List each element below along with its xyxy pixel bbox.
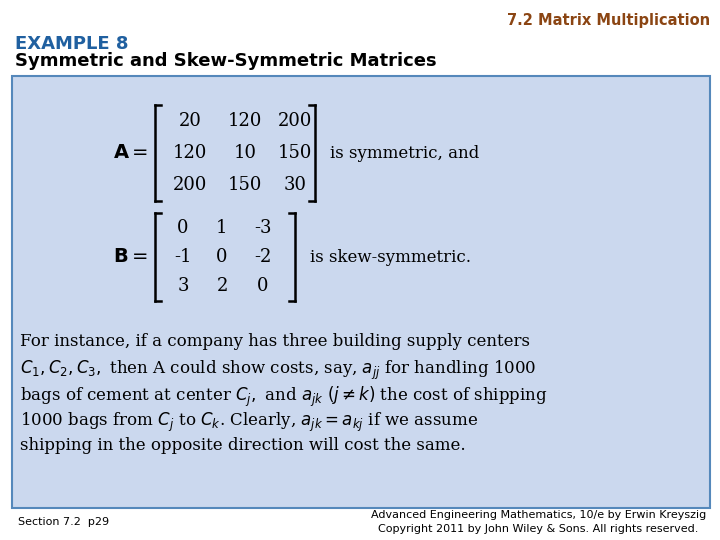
Text: 7.2 Matrix Multiplication: 7.2 Matrix Multiplication — [507, 13, 710, 28]
Text: Symmetric and Skew-Symmetric Matrices: Symmetric and Skew-Symmetric Matrices — [15, 52, 436, 70]
Text: 1: 1 — [216, 219, 228, 237]
Text: 120: 120 — [228, 112, 262, 130]
Text: 2: 2 — [216, 277, 228, 295]
Text: 200: 200 — [173, 176, 207, 194]
Text: -2: -2 — [254, 248, 271, 266]
Text: shipping in the opposite direction will cost the same.: shipping in the opposite direction will … — [20, 437, 466, 454]
Text: 0: 0 — [216, 248, 228, 266]
Text: 0: 0 — [257, 277, 269, 295]
Text: 150: 150 — [228, 176, 262, 194]
Text: -1: -1 — [174, 248, 192, 266]
Text: 0: 0 — [177, 219, 189, 237]
Text: 120: 120 — [173, 144, 207, 162]
Text: 30: 30 — [284, 176, 307, 194]
Text: 10: 10 — [233, 144, 256, 162]
Text: 3: 3 — [177, 277, 189, 295]
Text: For instance, if a company has three building supply centers: For instance, if a company has three bui… — [20, 333, 530, 350]
Text: -3: -3 — [254, 219, 271, 237]
Text: $C_1, C_2, C_3,$ then A could show costs, say, $a_{jj}$ for handling 1000: $C_1, C_2, C_3,$ then A could show costs… — [20, 359, 536, 382]
Text: 150: 150 — [278, 144, 312, 162]
Text: is skew-symmetric.: is skew-symmetric. — [310, 248, 471, 266]
Text: Advanced Engineering Mathematics, 10/e by Erwin Kreyszig
Copyright 2011 by John : Advanced Engineering Mathematics, 10/e b… — [371, 510, 706, 534]
Text: Section 7.2  p29: Section 7.2 p29 — [18, 517, 109, 527]
Text: 200: 200 — [278, 112, 312, 130]
Text: $\mathbf{A} =$: $\mathbf{A} =$ — [113, 144, 148, 162]
Text: is symmetric, and: is symmetric, and — [330, 145, 480, 161]
Text: EXAMPLE 8: EXAMPLE 8 — [15, 35, 128, 53]
Text: $\mathbf{B} =$: $\mathbf{B} =$ — [113, 248, 148, 266]
Text: bags of cement at center $C_j,$ and $a_{jk}$ $( j \neq k)$ the cost of shipping: bags of cement at center $C_j,$ and $a_{… — [20, 385, 548, 409]
Text: 20: 20 — [179, 112, 202, 130]
FancyBboxPatch shape — [12, 76, 710, 508]
Text: 1000 bags from $C_j$ to $C_k$. Clearly, $a_{jk} = a_{kj}$ if we assume: 1000 bags from $C_j$ to $C_k$. Clearly, … — [20, 411, 478, 434]
